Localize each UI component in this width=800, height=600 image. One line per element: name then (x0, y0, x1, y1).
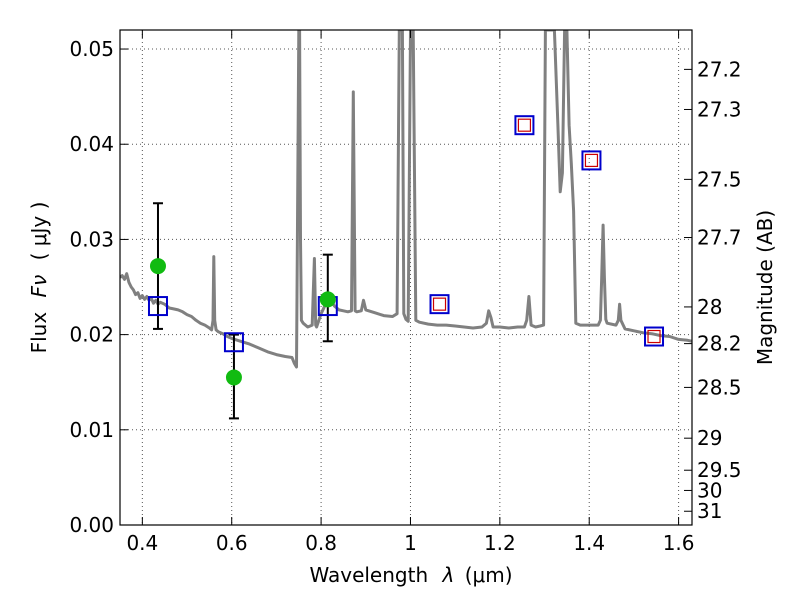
model-photometry-square (429, 294, 450, 315)
plot-border (119, 29, 693, 526)
observed-point (149, 258, 166, 275)
x-tick-label: 1.2 (484, 531, 516, 555)
observed-point (225, 369, 242, 386)
y2-tick-label: 30 (697, 478, 722, 502)
y2-tick-label: 27.5 (697, 167, 742, 191)
model-photometry-square (223, 332, 244, 353)
y2-tick-label: 28 (697, 295, 722, 319)
x-tick-label: 1 (404, 531, 417, 555)
plot-frame (119, 29, 693, 526)
upper-limit-square (584, 153, 599, 168)
y2-tick-label: 27.7 (697, 226, 742, 250)
observed-point (319, 291, 336, 308)
y-axis-title: Flux Fν ( μJy ) (27, 202, 51, 354)
y-tick-label: 0.04 (69, 132, 114, 156)
model-photometry-square (147, 296, 168, 317)
x-tick-label: 1.4 (573, 531, 605, 555)
y2-axis-title: Magnitude (AB) (753, 210, 777, 365)
y-tick-label: 0.05 (69, 37, 114, 61)
model-photometry-square (514, 115, 535, 136)
y-tick-label: 0.00 (69, 513, 114, 537)
y-tick-label: 0.03 (69, 227, 114, 251)
y2-tick-label: 27.3 (697, 97, 742, 121)
x-tick-label: 0.6 (216, 531, 248, 555)
y-tick-label: 0.01 (69, 418, 114, 442)
y2-tick-label: 29.5 (697, 458, 742, 482)
upper-limit-square (647, 329, 661, 344)
y-tick-label: 0.02 (69, 323, 114, 347)
y2-tick-label: 27.2 (697, 57, 742, 81)
model-photometry-square (644, 326, 665, 347)
grid (120, 30, 692, 526)
marker-group (147, 115, 665, 420)
y2-tick-label: 31 (697, 499, 722, 523)
sed-line (120, 30, 692, 369)
model-photometry-square (581, 150, 602, 171)
x-tick-label: 0.8 (305, 531, 337, 555)
ticks: 0.4 0.6 0.8 1 1.2 1.4 1.6 0.00 0.01 0.02 0.03 0.04 0… (69, 30, 742, 555)
x-tick-label: 0.4 (126, 531, 158, 555)
x-axis-title: Wavelength λ (μm) (309, 563, 512, 587)
upper-limit-square (432, 297, 447, 311)
y2-tick-label: 28.2 (697, 332, 742, 356)
y2-tick-label: 29 (697, 426, 722, 450)
y2-tick-label: 28.5 (697, 375, 742, 399)
sed-line-group (120, 30, 692, 369)
upper-limit-square (517, 118, 532, 132)
x-tick-label: 1.6 (663, 531, 695, 555)
